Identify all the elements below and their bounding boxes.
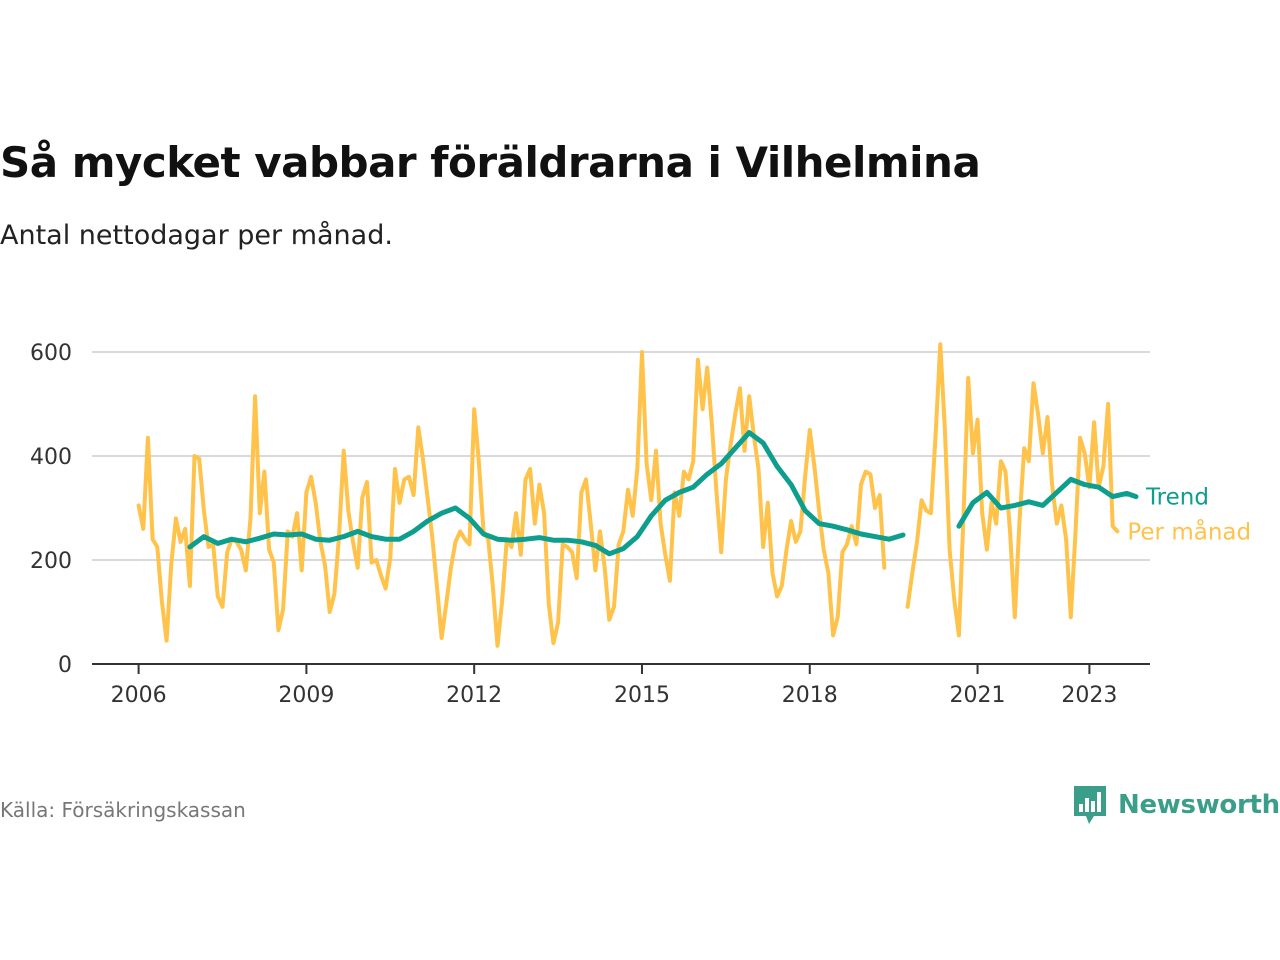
x-tick-label: 2015	[614, 683, 670, 708]
trend-label: Trend	[1145, 485, 1209, 511]
brand-name: Newsworthy	[1118, 790, 1280, 820]
x-tick-label: 2023	[1061, 683, 1117, 708]
source-note: Källa: Försäkringskassan	[0, 798, 246, 822]
y-tick-label: 200	[30, 549, 72, 574]
axes: 0 200 400 600 2006 2009 2012 2015 2018 2021 2023	[30, 341, 1150, 708]
series-lines	[136, 342, 1139, 648]
speech-bubble-bar-chart-icon	[1074, 786, 1106, 824]
x-tick-label: 2009	[278, 683, 334, 708]
monthly-line	[136, 342, 1120, 648]
gridlines	[92, 351, 1150, 561]
line-chart: 0 200 400 600 2006 2009 2012 2015 2018 2021 2023 T…	[30, 341, 1251, 708]
x-tick-label: 2012	[446, 683, 502, 708]
y-tick-label: 0	[58, 653, 72, 678]
series-labels: Trend Per månad	[1127, 485, 1251, 546]
y-tick-label: 400	[30, 445, 72, 470]
chart-subtitle: Antal nettodagar per månad.	[0, 220, 393, 251]
trend-line	[187, 430, 1139, 557]
newsworthy-logo[interactable]: Newsworthy	[1072, 784, 1280, 826]
x-tick-label: 2018	[782, 683, 838, 708]
y-tick-label: 600	[30, 341, 72, 366]
per-manad-label: Per månad	[1127, 517, 1251, 545]
x-tick-label: 2006	[111, 683, 167, 708]
x-tick-label: 2021	[950, 683, 1006, 708]
chart-title: Så mycket vabbar föräldrarna i Vilhelmin…	[0, 138, 981, 187]
